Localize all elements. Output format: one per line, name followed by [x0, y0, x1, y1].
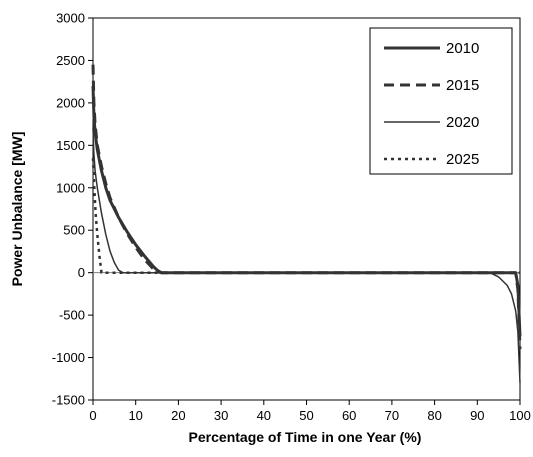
x-tick-label: 100 — [509, 408, 531, 423]
axis-ticks: -1500 -1000 -500 0 500 1000 1500 2000 2500 3000 0 1… — [52, 11, 531, 424]
y-tick-label: -1000 — [52, 350, 85, 365]
y-tick-label: 2500 — [56, 53, 85, 68]
legend-label-2010: 2010 — [446, 40, 479, 57]
y-tick-label: -1500 — [52, 393, 85, 408]
series-line-2025 — [91, 158, 520, 274]
y-tick-label: 1500 — [56, 138, 85, 153]
legend-label-2015: 2015 — [446, 77, 479, 94]
y-tick-label: 500 — [63, 223, 85, 238]
x-tick-label: 60 — [342, 408, 356, 423]
y-tick-label: 0 — [78, 265, 85, 280]
x-tick-label: 50 — [299, 408, 313, 423]
x-tick-label: 40 — [257, 408, 271, 423]
y-tick-label: 2000 — [56, 95, 85, 110]
y-tick-label: 3000 — [56, 11, 85, 26]
x-tick-label: 0 — [89, 408, 96, 423]
x-tick-label: 10 — [128, 408, 142, 423]
y-tick-label: 1000 — [56, 180, 85, 195]
x-axis-title: Percentage of Time in one Year (%) — [189, 429, 422, 445]
x-tick-label: 20 — [171, 408, 185, 423]
y-axis-title: Power Unbalance [MW] — [9, 132, 25, 287]
legend: 2010 2015 2020 2025 — [369, 27, 513, 175]
y-tick-label: -500 — [59, 308, 85, 323]
x-tick-label: 90 — [470, 408, 484, 423]
series-layer — [91, 64, 522, 384]
legend-label-2020: 2020 — [446, 114, 479, 131]
legend-box — [369, 27, 513, 175]
legend-label-2025: 2025 — [446, 151, 479, 168]
x-tick-label: 80 — [427, 408, 441, 423]
x-tick-label: 30 — [214, 408, 228, 423]
x-tick-label: 70 — [385, 408, 399, 423]
